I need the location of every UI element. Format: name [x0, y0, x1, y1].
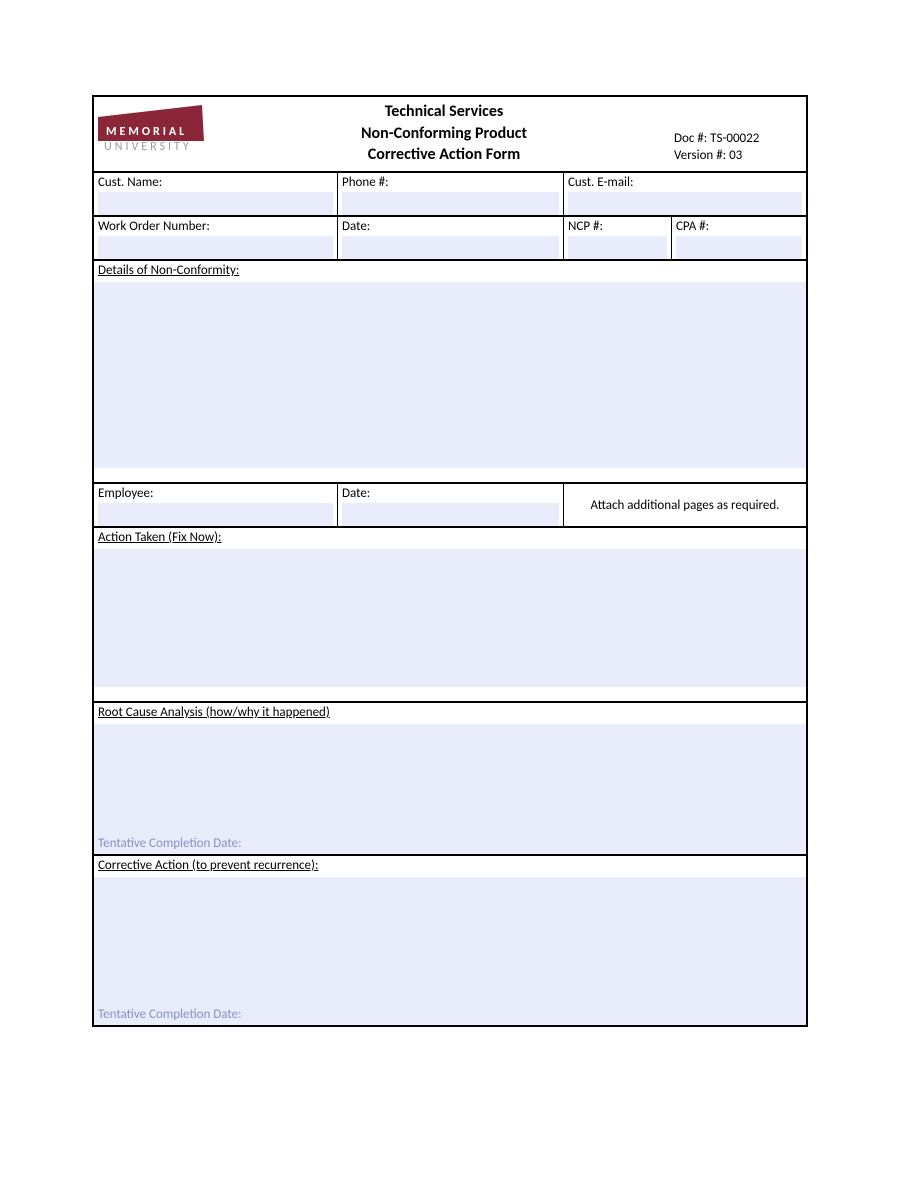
attach-note-text: Attach additional pages as required. — [574, 498, 796, 513]
details-header: Details of Non-Conformity: — [94, 261, 806, 282]
employee-date-cell: Date: — [338, 484, 564, 526]
cpa-cell: CPA #: — [672, 217, 806, 259]
root-cause-input[interactable]: Tentative Completion Date: — [94, 724, 806, 854]
details-section: Details of Non-Conformity: — [94, 261, 806, 484]
details-gap — [94, 468, 806, 482]
cust-name-cell: Cust. Name: — [94, 173, 338, 215]
ncp-label: NCP #: — [568, 219, 667, 235]
date-label: Date: — [342, 219, 559, 235]
work-order-label: Work Order Number: — [98, 219, 333, 235]
form-container: MEMORIAL UNIVERSITY Technical Services N… — [92, 95, 808, 1027]
phone-input[interactable] — [342, 192, 559, 215]
email-cell: Cust. E-mail: — [564, 173, 806, 215]
date-input[interactable] — [342, 236, 559, 259]
cpa-input[interactable] — [676, 236, 802, 259]
root-cause-header: Root Cause Analysis (how/why it happened… — [94, 703, 806, 724]
corrective-tentative-label: Tentative Completion Date: — [98, 1007, 242, 1022]
logo-university-text: UNIVERSITY — [104, 140, 192, 154]
version-number: Version #: 03 — [674, 147, 806, 165]
corrective-section: Corrective Action (to prevent recurrence… — [94, 856, 806, 1025]
root-cause-section: Root Cause Analysis (how/why it happened… — [94, 703, 806, 856]
action-input[interactable] — [94, 549, 806, 687]
employee-label: Employee: — [98, 486, 333, 502]
corrective-input[interactable]: Tentative Completion Date: — [94, 877, 806, 1025]
cust-name-label: Cust. Name: — [98, 175, 333, 191]
memorial-logo-icon: MEMORIAL — [98, 105, 204, 141]
doc-info: Doc #: TS-00022 Version #: 03 — [674, 97, 806, 171]
attach-note-cell: Attach additional pages as required. — [564, 484, 806, 526]
corrective-header: Corrective Action (to prevent recurrence… — [94, 856, 806, 877]
employee-date-input[interactable] — [342, 503, 559, 526]
email-label: Cust. E-mail: — [568, 175, 802, 191]
employee-date-label: Date: — [342, 486, 559, 502]
title-line-1: Technical Services — [214, 101, 674, 123]
logo-memorial-text: MEMORIAL — [106, 125, 187, 139]
customer-row: Cust. Name: Phone #: Cust. E-mail: — [94, 173, 806, 217]
root-tentative-label: Tentative Completion Date: — [98, 836, 242, 851]
logo-cell: MEMORIAL UNIVERSITY — [94, 97, 214, 171]
action-section: Action Taken (Fix Now): — [94, 528, 806, 703]
employee-row: Employee: Date: Attach additional pages … — [94, 484, 806, 528]
form-title: Technical Services Non-Conforming Produc… — [214, 97, 674, 171]
title-line-2: Non-Conforming Product — [214, 123, 674, 145]
email-input[interactable] — [568, 192, 802, 215]
order-row: Work Order Number: Date: NCP #: CPA #: — [94, 217, 806, 261]
work-order-input[interactable] — [98, 236, 333, 259]
action-header: Action Taken (Fix Now): — [94, 528, 806, 549]
ncp-input[interactable] — [568, 236, 667, 259]
cpa-label: CPA #: — [676, 219, 802, 235]
work-order-cell: Work Order Number: — [94, 217, 338, 259]
employee-cell: Employee: — [94, 484, 338, 526]
employee-input[interactable] — [98, 503, 333, 526]
phone-label: Phone #: — [342, 175, 559, 191]
doc-number: Doc #: TS-00022 — [674, 130, 806, 148]
action-gap — [94, 687, 806, 701]
details-input[interactable] — [94, 282, 806, 468]
title-line-3: Corrective Action Form — [214, 144, 674, 166]
ncp-cell: NCP #: — [564, 217, 672, 259]
date-cell: Date: — [338, 217, 564, 259]
cust-name-input[interactable] — [98, 192, 333, 215]
phone-cell: Phone #: — [338, 173, 564, 215]
header-row: MEMORIAL UNIVERSITY Technical Services N… — [94, 97, 806, 173]
